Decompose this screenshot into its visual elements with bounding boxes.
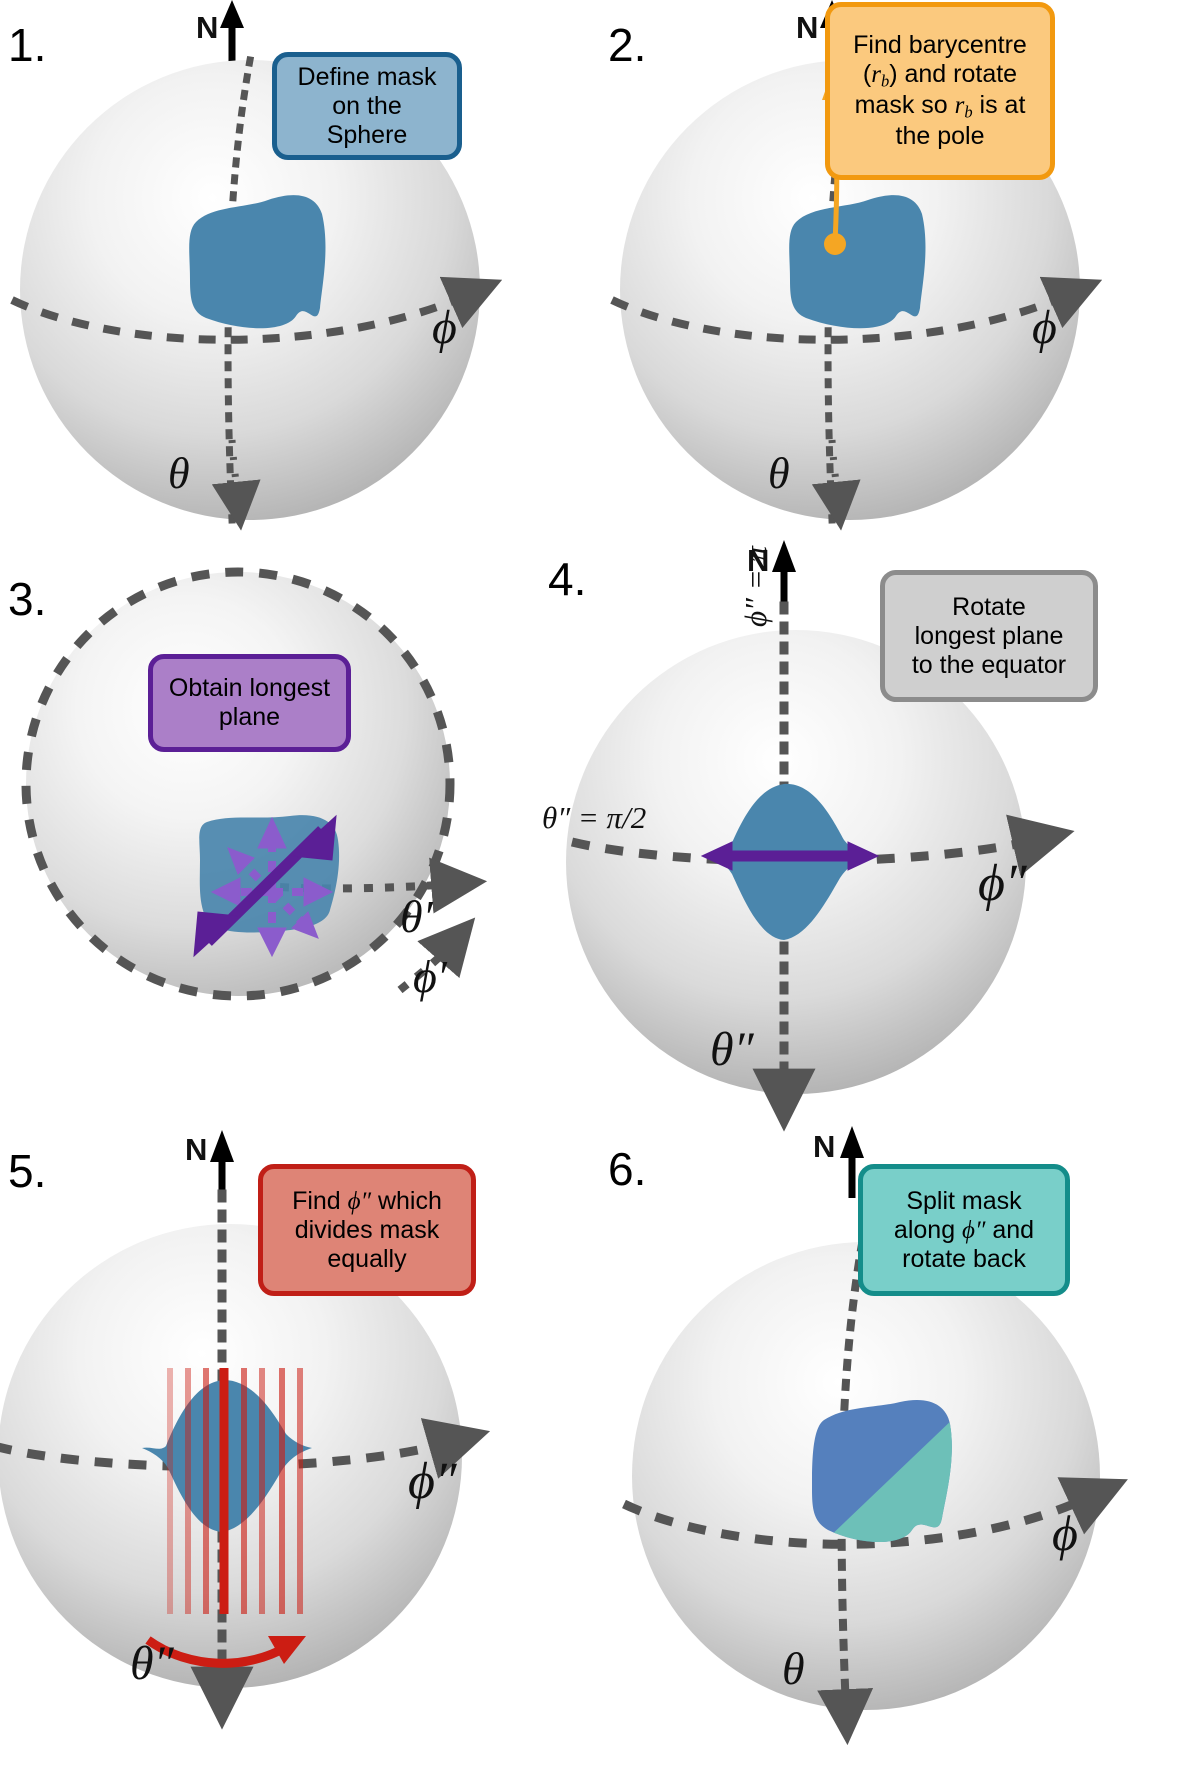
callout-line-4c: to the equator — [911, 650, 1067, 679]
axis-label-phi-6: ϕ — [1052, 1505, 1078, 1561]
longest-plane-arrow-equator — [700, 841, 880, 871]
step-number-2: 2. — [608, 19, 647, 71]
panel-step-4: 4. N ϕ″ = π θ″ = π/2 ϕ″ θ″ Rotate long — [542, 540, 1200, 1184]
callout-line-6b: along ϕ″ and — [893, 1215, 1035, 1244]
panel-step-6: 6. N ϕ θ Split mask along ϕ″ an — [600, 1126, 1200, 1776]
callout-step-4[interactable]: Rotate longest plane to the equator — [880, 570, 1098, 702]
callout-line-6c: rotate back — [902, 1244, 1026, 1273]
axis-label-phi-dprime-4: ϕ″ — [978, 855, 1027, 912]
callout-line-6a: Split mask — [906, 1186, 1022, 1215]
sweep-arrow — [145, 1636, 306, 1668]
axis-label-theta-2: θ — [768, 449, 790, 498]
axis-label-phi-prime-3: ϕ′ — [413, 951, 447, 1002]
axis-label-theta-dprime-5: θ″ — [130, 1637, 174, 1690]
callout-step-5[interactable]: Find ϕ″ which divides mask equally — [258, 1164, 476, 1296]
callout-line-2a: Find barycentre — [853, 31, 1027, 60]
axis-label-theta-dprime-4: θ″ — [710, 1023, 754, 1076]
callout-line-5c: equally — [327, 1244, 407, 1273]
step-number-5: 5. — [8, 1145, 47, 1197]
panel-step-2: 2. N ϕ θ Find barycentre (rb) and rotate… — [600, 0, 1200, 592]
step-number-4: 4. — [548, 553, 587, 605]
callout-step-6[interactable]: Split mask along ϕ″ and rotate back — [858, 1164, 1070, 1296]
callout-line-1b: on the Sphere — [326, 91, 408, 149]
scan-lines — [167, 1368, 303, 1614]
inline-label-phi-pi-4: ϕ″ = π — [738, 546, 773, 627]
callout-line-2b: (rb) and rotate — [862, 60, 1018, 91]
north-label-2: N — [796, 10, 819, 45]
sphere-graphic-4 — [566, 540, 1075, 1132]
callout-line-4b: longest plane — [914, 621, 1064, 650]
axis-label-phi-dprime-5: ϕ″ — [408, 1453, 457, 1510]
longest-plane-arrow — [193, 814, 337, 958]
step-number-6: 6. — [608, 1143, 647, 1195]
north-label-4: N — [747, 543, 770, 578]
axis-label-phi-2: ϕ — [1032, 301, 1057, 354]
axis-label-phi-1: ϕ — [432, 301, 457, 354]
sphere-graphic-5 — [0, 1130, 491, 1730]
callout-line-3a: Obtain longest — [168, 674, 331, 702]
north-label-1: N — [196, 10, 219, 45]
north-label-6: N — [813, 1129, 836, 1164]
inline-label-theta-halfpi-4: θ″ = π/2 — [542, 800, 647, 835]
sphere-graphic-1 — [10, 0, 503, 531]
panel-step-1: 1. N ϕ θ Define mask on the Sphere — [0, 0, 600, 592]
callout-step-1[interactable]: Define mask on the Sphere — [272, 52, 462, 160]
step-number-1: 1. — [8, 19, 47, 71]
axis-label-theta-1: θ — [168, 449, 190, 498]
callout-line-4a: Rotate — [952, 592, 1026, 621]
callout-line-3b: plane — [218, 703, 281, 731]
callout-line-2c: mask so rb is at — [854, 91, 1026, 122]
callout-line-1a: Define mask — [297, 62, 437, 91]
callout-line-2d: the pole — [895, 121, 985, 150]
north-label-5: N — [185, 1132, 208, 1167]
callout-step-3[interactable]: Obtain longest plane — [148, 654, 351, 752]
sphere-graphic-6 — [622, 1126, 1128, 1746]
axis-label-theta-prime-3: θ′ — [400, 891, 433, 942]
axis-label-theta-6: θ — [782, 1643, 805, 1694]
callout-line-5b: divides mask — [294, 1215, 440, 1244]
panel-step-5: 5. N — [0, 1130, 600, 1776]
panel-step-3: 3. — [0, 567, 600, 1184]
step-number-3: 3. — [8, 573, 47, 625]
callout-line-5a: Find ϕ″ which — [292, 1186, 442, 1215]
callout-step-2[interactable]: Find barycentre (rb) and rotate mask so … — [825, 2, 1055, 180]
